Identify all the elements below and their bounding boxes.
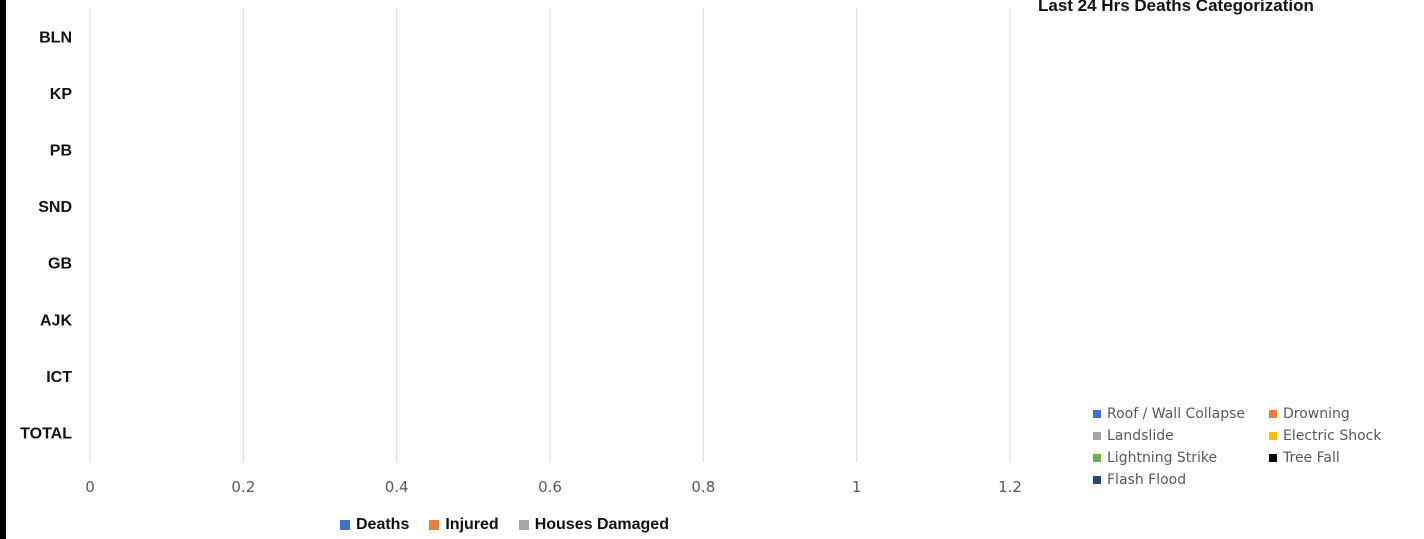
pie-legend-swatch	[1093, 476, 1101, 484]
pie-legend-entry: Landslide	[1093, 426, 1269, 446]
category-label: ICT	[46, 369, 72, 386]
legend-entry: Deaths	[340, 516, 409, 534]
pie-legend-label: Electric Shock	[1283, 428, 1382, 444]
x-tick-label: 0	[85, 478, 95, 496]
x-tick-label: 0.4	[385, 478, 409, 496]
pie-legend-entry: Flash Flood	[1093, 470, 1269, 490]
pie-legend-entry: Lightning Strike	[1093, 448, 1269, 468]
pie-legend-swatch	[1269, 454, 1277, 462]
left-edge-border	[0, 0, 6, 539]
pie-legend-swatch	[1093, 454, 1101, 462]
legend-entry: Houses Damaged	[518, 516, 669, 534]
gridlines	[89, 8, 1011, 462]
legend-label: Injured	[445, 516, 499, 533]
category-axis: BLN KP PB SND GB AJK ICT TOTAL	[20, 29, 72, 442]
category-label: SND	[38, 199, 72, 216]
category-label: TOTAL	[20, 426, 72, 443]
x-tick-label: 1	[852, 478, 862, 496]
value-axis: 0 0.2 0.4 0.6 0.8 1 1.2	[85, 478, 1022, 496]
category-label: PB	[50, 143, 72, 160]
legend-label: Deaths	[356, 516, 410, 533]
legend-swatch	[429, 520, 440, 530]
pie-legend-label: Landslide	[1107, 428, 1174, 444]
pie-legend-swatch	[1269, 432, 1277, 440]
pie-legend-swatch	[1093, 432, 1101, 440]
category-label: BLN	[39, 29, 72, 46]
pie-legend-label: Roof / Wall Collapse	[1107, 406, 1246, 422]
x-tick-label: 0.8	[691, 478, 715, 496]
pie-legend-entry: Tree Fall	[1269, 448, 1419, 468]
pie-legend-entry: Electric Shock	[1269, 426, 1419, 446]
pie-legend-label: Lightning Strike	[1107, 450, 1218, 466]
legend-swatch	[518, 520, 529, 530]
legend-swatch	[340, 520, 350, 530]
category-label: GB	[48, 256, 72, 273]
legend-entry: Injured	[429, 516, 499, 534]
pie-chart-title: Last 24 Hrs Deaths Categorization	[1038, 0, 1314, 15]
pie-legend-swatch	[1093, 410, 1101, 418]
pie-legend-swatch	[1269, 410, 1277, 418]
x-tick-label: 1.2	[998, 478, 1022, 496]
legend-label: Houses Damaged	[534, 516, 669, 533]
x-tick-label: 0.6	[538, 478, 562, 496]
chart-legend: Deaths Injured Houses Damaged	[340, 514, 669, 536]
pie-chart-legend: Roof / Wall Collapse Drowning Landslide Ele…	[1093, 404, 1423, 490]
pie-legend-label: Tree Fall	[1283, 450, 1340, 466]
category-label: KP	[50, 86, 73, 103]
x-tick-label: 0.2	[231, 478, 255, 496]
category-label: AJK	[40, 312, 72, 329]
pie-legend-label: Flash Flood	[1107, 472, 1187, 488]
pie-legend-entry: Roof / Wall Collapse	[1093, 404, 1269, 424]
pie-legend-entry: Drowning	[1269, 404, 1419, 424]
pie-legend-label: Drowning	[1283, 406, 1350, 422]
